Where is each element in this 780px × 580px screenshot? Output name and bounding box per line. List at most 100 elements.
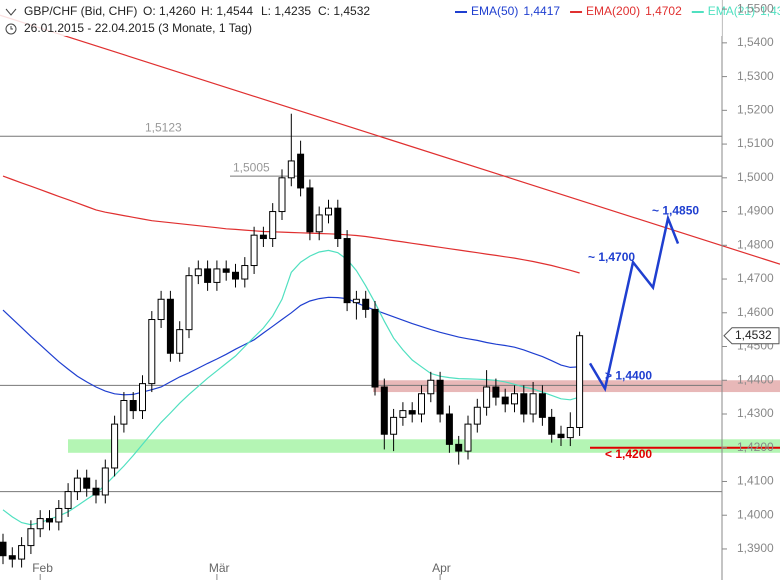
candle-body: [427, 379, 435, 395]
y-tick-label: 1,5300: [737, 69, 774, 83]
candle-body: [8, 555, 16, 560]
x-tick-label: Mär: [209, 561, 230, 575]
y-tick-label: 1,4700: [737, 271, 774, 285]
candle-body: [129, 400, 137, 412]
legend-name: EMA(50): [471, 4, 518, 18]
y-tick-label: 1,5500: [737, 1, 774, 15]
candle-body: [232, 271, 239, 280]
candle-body: [0, 541, 7, 557]
candle-body: [92, 487, 100, 496]
y-tick-label: 1,5200: [737, 103, 774, 117]
candle-body: [83, 477, 91, 489]
legend-value: 1,4702: [645, 4, 682, 18]
ema-line: [2, 175, 580, 274]
candle-body: [55, 507, 63, 523]
candle-body: [101, 467, 109, 496]
candle-body: [204, 268, 212, 283]
candle-body: [520, 393, 528, 415]
candle-body: [464, 423, 472, 452]
dropdown-icon[interactable]: [5, 8, 17, 16]
support-label: < 1,4200: [605, 447, 652, 461]
candle-body: [576, 335, 584, 428]
ohlc: H: 1,4544: [201, 4, 253, 18]
y-tick-label: 1,4800: [737, 237, 774, 251]
y-tick-label: 1,4100: [737, 474, 774, 488]
candle-body: [111, 423, 119, 469]
candle-body: [390, 416, 398, 435]
y-tick-label: 1,4900: [737, 204, 774, 218]
clock-hand: [10, 26, 13, 30]
candle-body: [566, 426, 574, 439]
candle-body: [548, 416, 556, 435]
candle-body: [557, 433, 565, 439]
trendline: [0, 14, 780, 265]
symbol: GBP/CHF (Bid, CHF): [24, 4, 137, 18]
ohlc: C: 1,4532: [318, 4, 370, 18]
y-tick-label: 1,5400: [737, 35, 774, 49]
x-tick-label: Apr: [432, 561, 451, 575]
y-tick-label: 1,4600: [737, 305, 774, 319]
candle-body: [325, 207, 332, 216]
y-tick-label: 1,4200: [737, 440, 774, 454]
candle-body: [529, 393, 537, 415]
candle-body: [241, 265, 249, 280]
candle-body: [73, 477, 81, 493]
y-tick-label: 1,4000: [737, 507, 774, 521]
ohlc: L: 1,4235: [261, 4, 311, 18]
candle-body: [511, 393, 518, 405]
candle-body: [250, 234, 258, 267]
candle-body: [306, 187, 314, 233]
candle-body: [538, 393, 546, 418]
candle-body: [408, 410, 416, 415]
candle-body: [176, 329, 184, 354]
candle-body: [287, 160, 295, 179]
x-tick-label: Feb: [32, 561, 53, 575]
candle-body: [371, 308, 379, 388]
candle-body: [352, 298, 360, 304]
candle-body: [269, 211, 277, 240]
candle-body: [259, 234, 267, 240]
zone: [68, 439, 780, 453]
candle-body: [483, 386, 491, 408]
level-label: 1,5123: [145, 120, 182, 134]
candle-body: [362, 298, 370, 310]
candle-body: [492, 386, 500, 398]
candle-body: [194, 268, 202, 277]
candle-body: [334, 207, 342, 240]
candle-body: [36, 518, 44, 530]
target-label: > 1,4400: [605, 368, 652, 382]
candle-body: [120, 400, 128, 425]
candle-body: [343, 238, 351, 304]
y-tick-label: 1,4400: [737, 372, 774, 386]
candle-body: [501, 396, 509, 405]
candle-body: [278, 177, 286, 213]
candle-body: [399, 410, 407, 418]
candle-body: [157, 298, 165, 321]
legend-value: 1,4344: [760, 4, 780, 18]
y-tick-label: 1,4300: [737, 406, 774, 420]
candle-body: [148, 319, 156, 385]
header-bg: [0, 0, 722, 36]
period: 26.01.2015 - 22.04.2015 (3 Monate, 1 Tag…: [24, 21, 252, 35]
candle-body: [455, 443, 463, 452]
clock-icon: [5, 23, 17, 35]
legend-name: EMA(21): [708, 4, 755, 18]
candle-body: [185, 275, 193, 331]
candle-body: [27, 528, 35, 547]
ohlc: O: 1,4260: [143, 4, 196, 18]
header: GBP/CHF (Bid, CHF) O: 1,4260 H: 1,4544 L…: [0, 0, 780, 36]
target-label: ~ 1,4850: [652, 204, 699, 218]
target-label: ~ 1,4700: [588, 250, 635, 264]
price-badge-label: 1,4532: [735, 328, 772, 342]
candle-body: [418, 393, 425, 415]
candle-body: [315, 214, 323, 233]
candle-body: [18, 545, 26, 560]
legend-name: EMA(200): [586, 4, 640, 18]
level-label: 1,5005: [233, 160, 270, 174]
candle-body: [64, 491, 72, 509]
candle-body: [436, 379, 444, 415]
price-badge: [723, 327, 780, 345]
